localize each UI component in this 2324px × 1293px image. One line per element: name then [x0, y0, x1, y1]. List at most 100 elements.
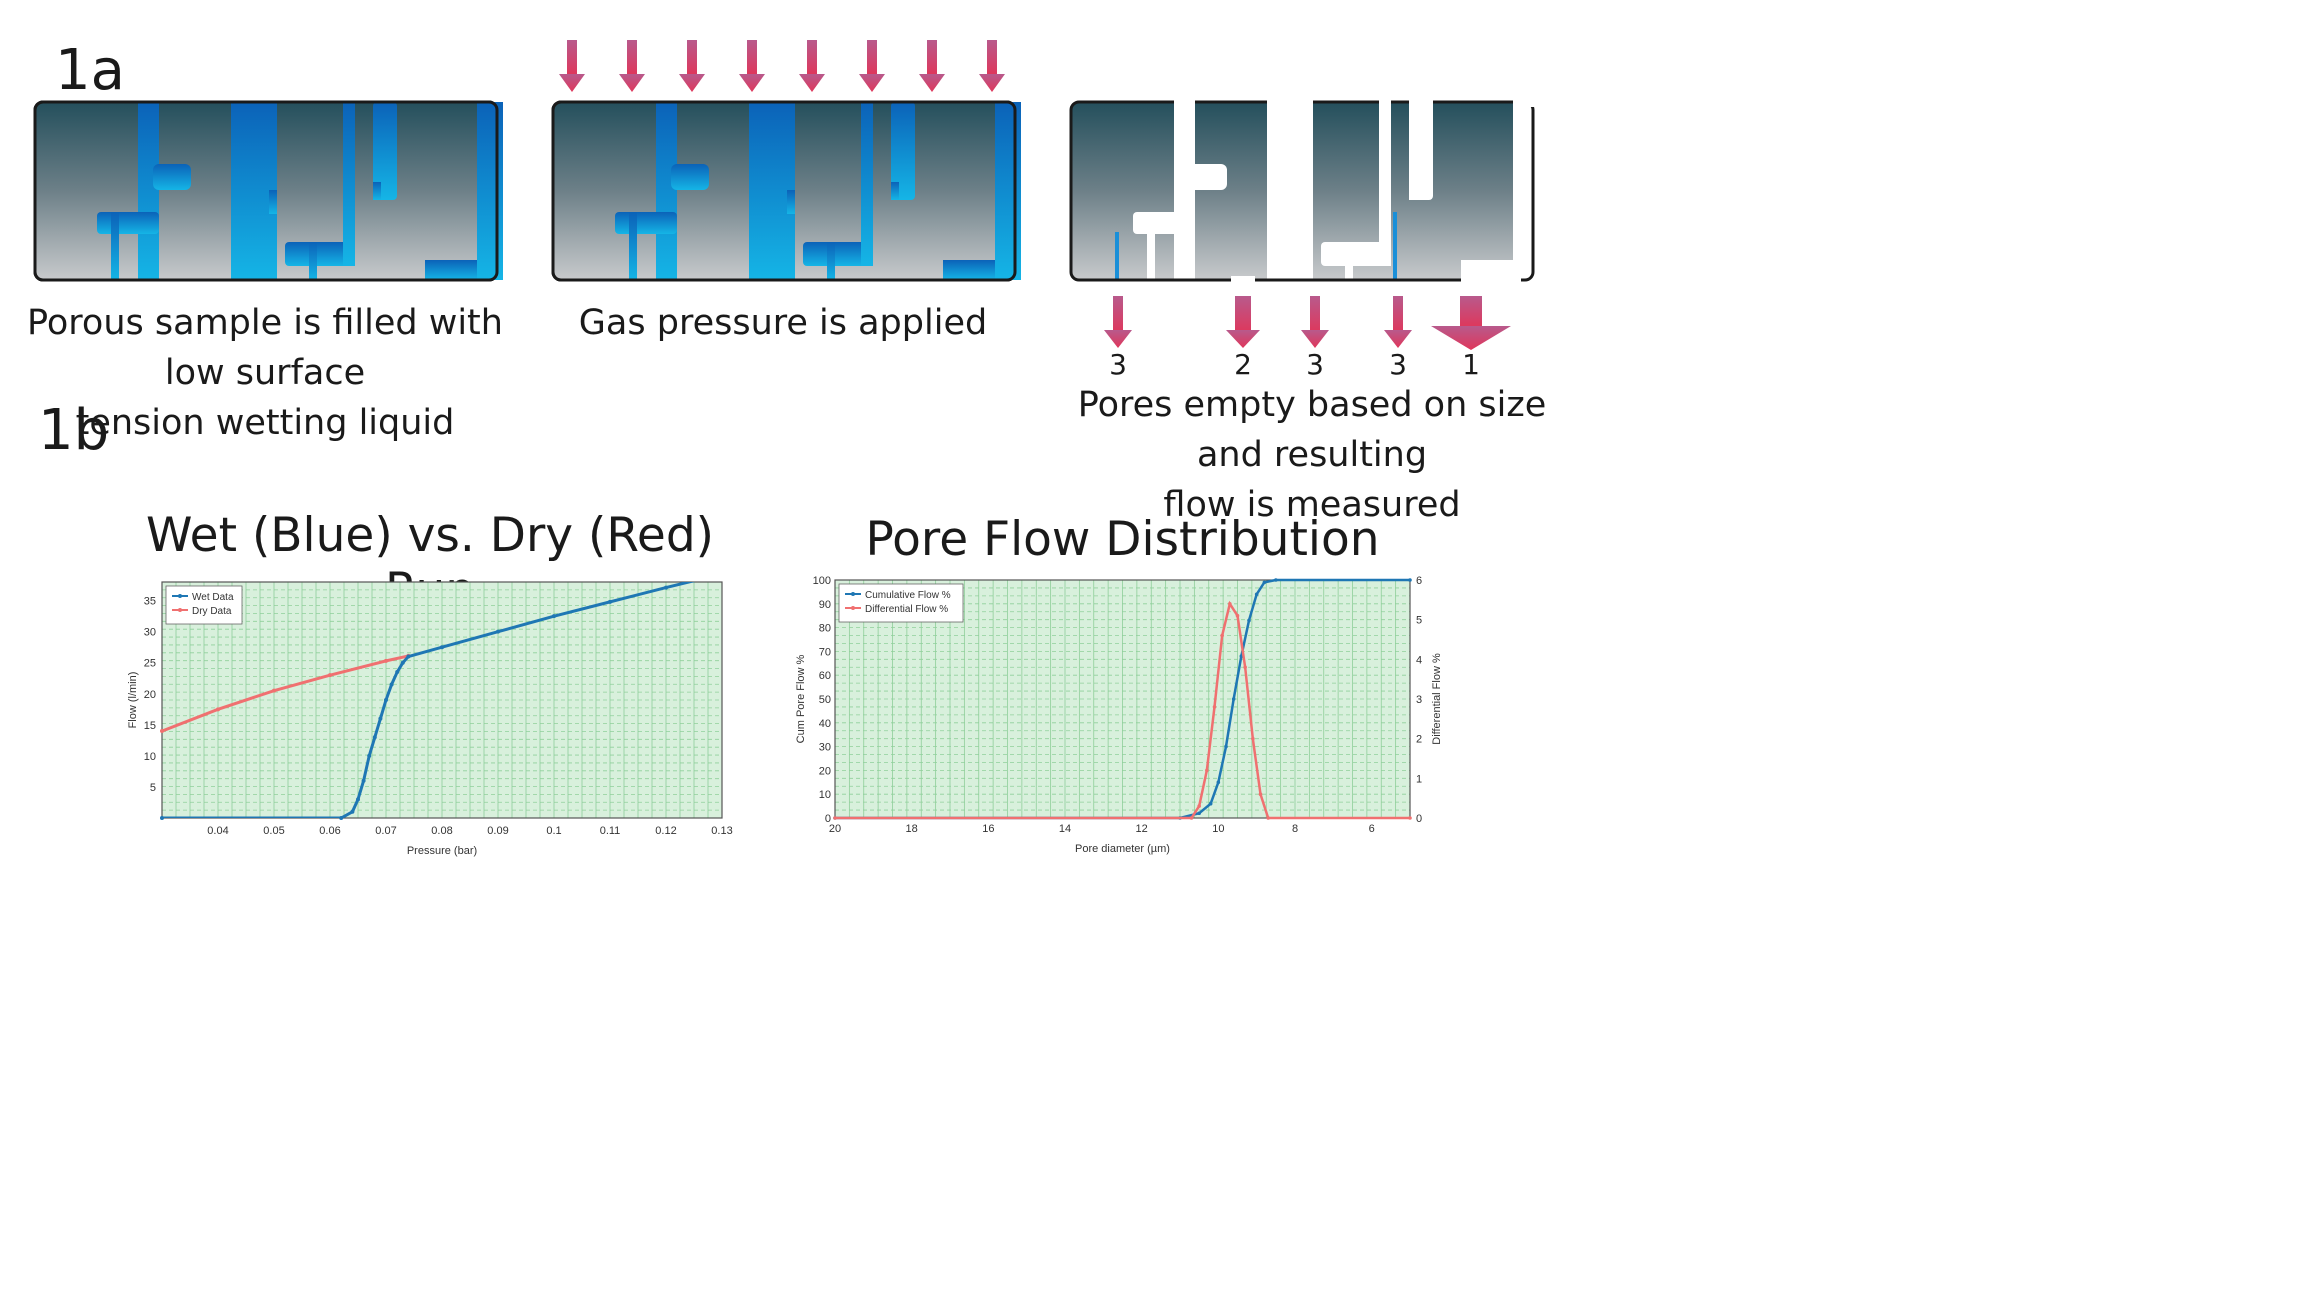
data-point	[608, 599, 612, 604]
data-point	[384, 658, 388, 663]
legend: Cumulative Flow % Differential Flow %	[838, 583, 964, 623]
series-line-dry-data	[162, 654, 409, 733]
data-point	[1408, 578, 1412, 582]
y2-tick-label: 3	[1416, 694, 1422, 706]
y2-tick-label: 2	[1416, 734, 1422, 746]
y-tick-label: 0	[825, 813, 831, 825]
data-point	[1251, 736, 1255, 741]
y-tick-label: 90	[819, 599, 831, 611]
outflow-rank: 3	[1109, 348, 1127, 381]
data-point	[216, 707, 220, 712]
legend-marker	[178, 608, 182, 612]
data-point	[496, 629, 500, 634]
x-tick-label: 16	[982, 823, 994, 835]
pressure-arrow	[559, 40, 585, 92]
data-point	[1208, 801, 1213, 806]
legend-label: Cumulative Flow %	[865, 590, 951, 601]
pressure-arrow	[979, 40, 1005, 92]
outflow-rank: 3	[1389, 348, 1407, 381]
outflow-rank: 3	[1306, 348, 1324, 381]
data-point	[1212, 705, 1217, 709]
y-tick-label: 40	[819, 718, 831, 730]
x-tick-label: 0.11	[600, 825, 621, 837]
data-point	[1197, 811, 1201, 816]
y-tick-label: 50	[819, 694, 831, 706]
pressure-arrow	[799, 40, 825, 92]
y-tick-label: 100	[813, 575, 831, 587]
data-point	[272, 688, 276, 693]
data-point	[356, 797, 360, 802]
data-point	[1274, 578, 1278, 582]
wet-dry-chart: 0.04 0.05 0.06 0.07 0.08 0.09 0.1 0.11 0.12 0.13 5…	[127, 581, 733, 857]
data-point	[384, 698, 388, 702]
x-tick-label: 12	[1136, 823, 1148, 835]
data-point	[1216, 780, 1221, 785]
y-tick-label: 15	[144, 720, 156, 732]
data-point	[1205, 768, 1209, 773]
data-point	[1247, 618, 1251, 623]
panel-label-1b: 1b	[38, 398, 110, 463]
legend-box	[165, 585, 243, 625]
x-tick-label: 0.06	[319, 825, 340, 837]
outflow-arrows	[1104, 296, 1511, 350]
data-point	[328, 673, 332, 678]
y-tick-label: 25	[144, 658, 156, 670]
caption-step3-line2: flow is measured	[1163, 485, 1461, 525]
x-tick-label: 6	[1369, 823, 1375, 835]
outflow-rank: 2	[1234, 348, 1252, 381]
pore-diagrams	[33, 40, 1539, 350]
data-point	[406, 654, 411, 659]
data-point	[1197, 804, 1201, 808]
y2-tick-label: 1	[1416, 773, 1422, 785]
y-tick-label: 10	[144, 751, 156, 763]
x-tick-label: 0.09	[487, 825, 508, 837]
data-point	[440, 645, 444, 650]
legend-box	[838, 583, 964, 623]
caption-step1-line1: Porous sample is filled with low surface	[27, 303, 503, 393]
pressure-arrows	[559, 40, 1005, 92]
x-tick-label: 0.04	[207, 825, 228, 837]
x-tick-label: 18	[906, 823, 918, 835]
data-point	[833, 816, 837, 820]
x-tick-label: 8	[1292, 823, 1298, 835]
x-axis-label: Pressure (bar)	[407, 845, 477, 857]
legend-marker	[851, 592, 855, 596]
y-tick-label: 10	[819, 789, 831, 801]
data-point	[372, 735, 377, 740]
data-point	[1254, 592, 1259, 597]
legend-marker	[851, 606, 855, 610]
y2-tick-label: 0	[1416, 813, 1422, 825]
y-tick-label: 35	[144, 596, 156, 608]
y-tick-label: 60	[819, 670, 831, 682]
data-point	[1243, 665, 1247, 670]
data-point	[378, 716, 383, 721]
data-point	[552, 614, 556, 619]
x-axis-label: Pore diameter (µm)	[1075, 843, 1170, 855]
plot-frame	[161, 581, 723, 819]
data-point	[1231, 697, 1236, 701]
x-tick-label: 0.07	[375, 825, 396, 837]
pressure-arrow	[679, 40, 705, 92]
y-tick-label: 70	[819, 646, 831, 658]
grid-lines	[161, 581, 723, 819]
data-point	[389, 682, 394, 687]
caption-step1-line2: tension wetting liquid	[75, 403, 455, 443]
outflow-arrow	[1384, 296, 1412, 348]
caption-step3-line1: Pores empty based on size and resulting	[1077, 385, 1547, 475]
outflow-rank: 1	[1462, 348, 1480, 381]
x-tick-label: 10	[1212, 823, 1224, 835]
x-tick-label: 0.1	[546, 825, 561, 837]
data-point	[1220, 633, 1224, 638]
legend-label: Differential Flow %	[865, 604, 948, 615]
data-point	[160, 816, 164, 820]
y-tick-label: 30	[819, 742, 831, 754]
data-point	[1224, 744, 1228, 749]
data-point	[160, 729, 164, 734]
data-point	[664, 585, 668, 590]
data-point	[1235, 613, 1240, 618]
chart-title-pore-distribution: Pore Flow Distribution	[865, 512, 1380, 567]
y2-tick-label: 4	[1416, 654, 1422, 666]
x-tick-label: 0.05	[263, 825, 284, 837]
data-point	[395, 670, 400, 675]
pore-flow-chart: 20 18 16 14 12 10 8 601020304050607080901000123…	[795, 575, 1443, 855]
